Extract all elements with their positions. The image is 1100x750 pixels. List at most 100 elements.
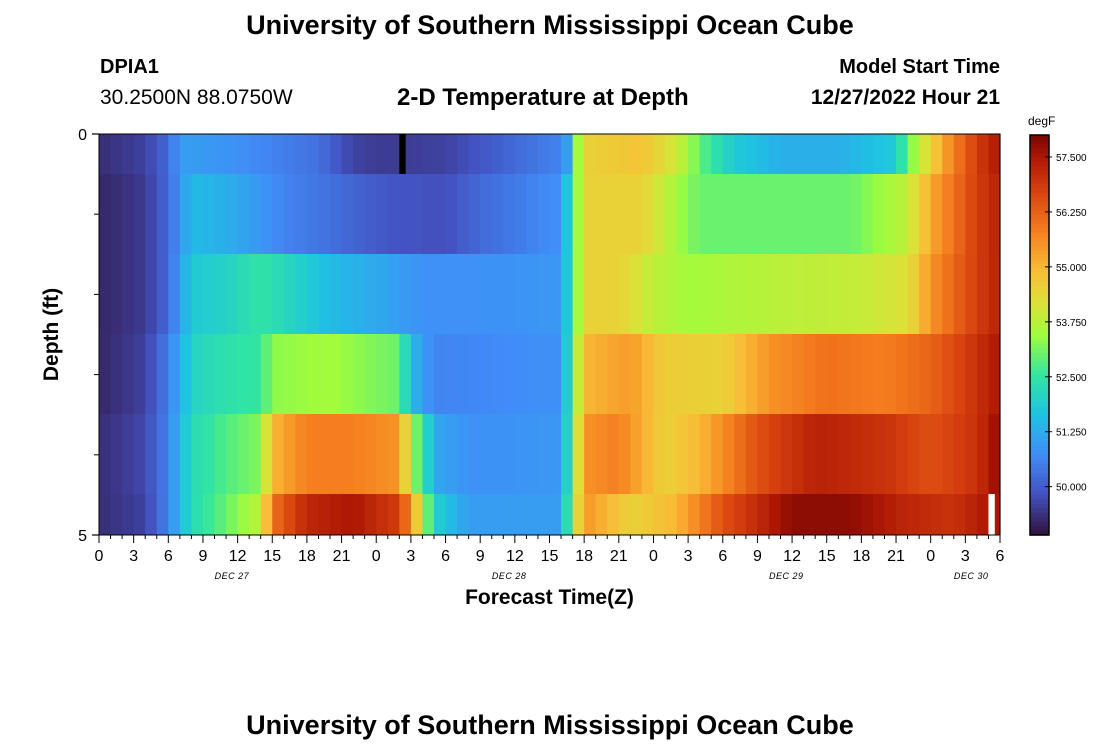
heatmap-cell [537, 174, 551, 254]
heatmap-cell [849, 174, 862, 254]
station-coordinates: 30.2500N 88.0750W [100, 86, 293, 109]
x-tick-label: 12 [229, 548, 247, 565]
heatmap-cell [757, 334, 770, 414]
heatmap-cell [561, 494, 574, 535]
heatmap-cell [688, 174, 701, 254]
heatmap-cell [699, 134, 712, 174]
heatmap-cell [249, 334, 262, 414]
heatmap-cell [861, 494, 874, 535]
heatmap-cell [826, 254, 839, 334]
heatmap-cell [930, 494, 943, 535]
colorbar-band [1030, 366, 1049, 372]
colorbar-band [1030, 183, 1049, 189]
heatmap-cell [792, 134, 805, 174]
colorbar-band [1030, 481, 1049, 487]
heatmap-cell [353, 134, 366, 174]
colorbar-tick-label: 52.500 [1056, 373, 1087, 384]
heatmap-cell [341, 334, 354, 414]
heatmap-cell [896, 174, 909, 254]
heatmap-cell [653, 334, 666, 414]
heatmap-cell [792, 174, 805, 254]
date-label: DEC 30 [954, 571, 989, 581]
heatmap-cell [341, 174, 354, 254]
heatmap-cell [191, 174, 204, 254]
heatmap-cell [376, 414, 389, 494]
heatmap-cell [399, 174, 412, 254]
colorbar-band [1030, 379, 1049, 385]
heatmap-cell [641, 134, 655, 174]
heatmap-cell [757, 174, 770, 254]
colorbar-band [1030, 370, 1049, 376]
heatmap-cell [768, 134, 782, 174]
heatmap-cell [618, 174, 631, 254]
heatmap-cell [618, 414, 631, 494]
heatmap-cell [549, 414, 562, 494]
heatmap-cell [330, 254, 343, 334]
colorbar-tick-label: 55.000 [1056, 263, 1087, 274]
colorbar-band [1030, 232, 1049, 238]
heatmap-cell [884, 174, 897, 254]
heatmap-cell [156, 414, 169, 494]
colorbar-band [1030, 206, 1049, 212]
heatmap-cell [907, 334, 920, 414]
heatmap-cell [514, 134, 527, 174]
model-start-label: Model Start Time [839, 56, 1000, 78]
x-tick-label: 18 [852, 548, 870, 565]
heatmap-cell [526, 174, 539, 254]
heatmap-cell [353, 334, 366, 414]
heatmap-cell [838, 174, 851, 254]
heatmap-cell [930, 254, 943, 334]
heatmap-cell [849, 494, 862, 535]
heatmap-cell [618, 134, 631, 174]
heatmap-cell [376, 494, 389, 535]
heatmap-cell [976, 414, 990, 494]
heatmap-cell [630, 134, 643, 174]
heatmap-cell [838, 134, 851, 174]
heatmap-cell [364, 414, 377, 494]
colorbar-band [1030, 290, 1049, 296]
heatmap-cell [572, 174, 585, 254]
colorbar-band [1030, 392, 1049, 398]
heatmap-cell [283, 254, 296, 334]
heatmap-cell [480, 134, 493, 174]
colorbar-band [1030, 295, 1049, 301]
heatmap-cell [745, 494, 759, 535]
heatmap-cell [561, 414, 574, 494]
heatmap-cell [953, 254, 966, 334]
heatmap-cell [353, 254, 366, 334]
heatmap-cell [745, 134, 759, 174]
heatmap-cell [214, 134, 227, 174]
heatmap-cell [341, 494, 354, 535]
colorbar-band [1030, 335, 1049, 341]
heatmap-cell [468, 494, 481, 535]
heatmap-cell [595, 494, 608, 535]
heatmap-cell [214, 414, 227, 494]
heatmap-cell [549, 174, 562, 254]
heatmap-cell [722, 494, 735, 535]
heatmap-cell [653, 254, 666, 334]
heatmap-cell [907, 134, 920, 174]
heatmap-cell [433, 134, 447, 174]
heatmap-cell [179, 414, 193, 494]
heatmap-cell [884, 254, 897, 334]
x-tick-label: 3 [961, 548, 970, 565]
heatmap-cell [676, 414, 689, 494]
heatmap-cell [99, 494, 112, 535]
heatmap-cell [202, 494, 216, 535]
heatmap-cell [861, 174, 874, 254]
heatmap-cell [433, 494, 447, 535]
colorbar-band [1030, 272, 1049, 278]
heatmap-cell [226, 134, 239, 174]
heatmap-cell [896, 414, 909, 494]
heatmap-cell [711, 254, 724, 334]
heatmap-cell [665, 494, 678, 535]
colorbar-band [1030, 508, 1049, 514]
heatmap-cell [191, 494, 204, 535]
heatmap-cell [376, 134, 389, 174]
heatmap-cell [468, 134, 481, 174]
colorbar-band [1030, 277, 1049, 283]
colorbar-tick-label: 56.250 [1056, 208, 1087, 219]
heatmap-cell [330, 134, 343, 174]
heatmap-cell [318, 334, 331, 414]
heatmap-cell [387, 254, 400, 334]
